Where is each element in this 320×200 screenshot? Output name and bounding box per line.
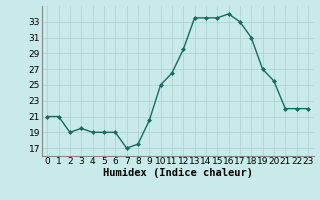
X-axis label: Humidex (Indice chaleur): Humidex (Indice chaleur) — [103, 168, 252, 178]
